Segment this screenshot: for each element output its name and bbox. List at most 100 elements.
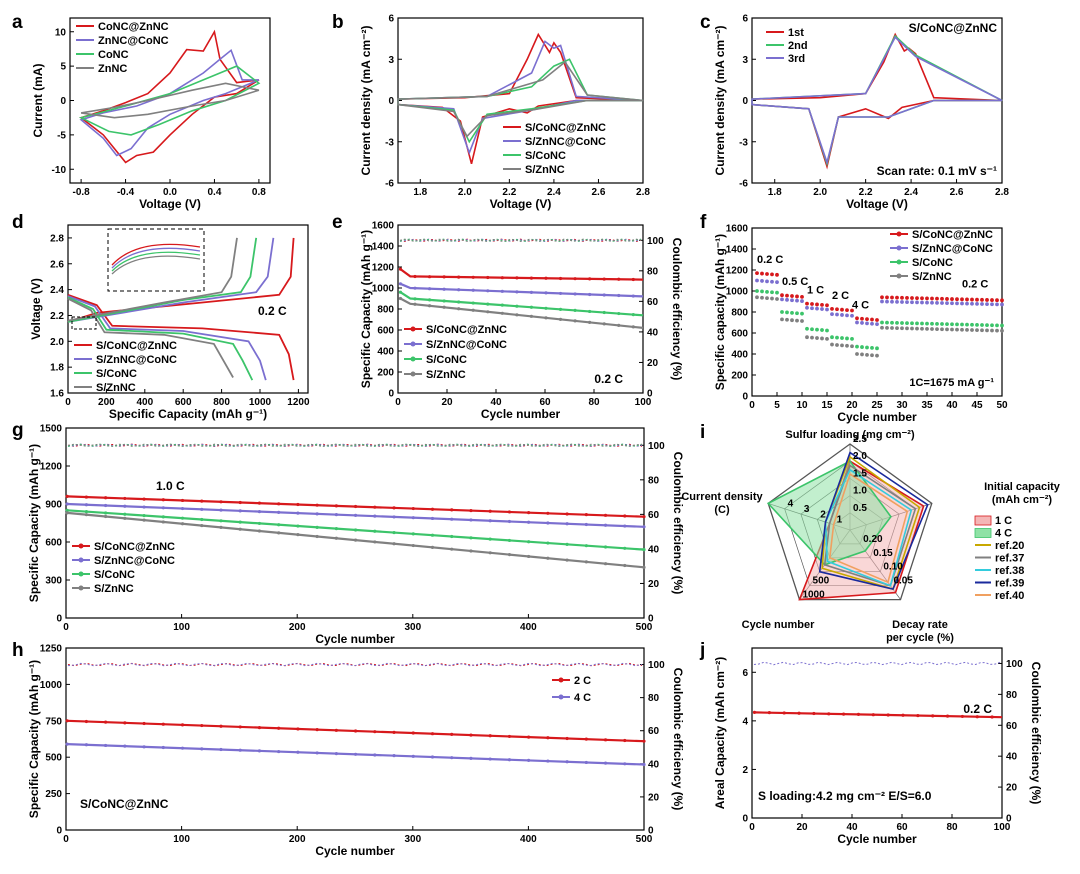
capacity-point <box>469 549 473 553</box>
legend-entry: CoNC@ZnNC <box>98 21 169 33</box>
capacity-point <box>219 525 223 529</box>
rate-point <box>890 299 894 304</box>
legend-entry: S/CoNC <box>96 368 137 380</box>
capacity-point <box>373 529 377 533</box>
y-axis-label: Areal Capacity (mAh cm⁻²) <box>713 657 727 809</box>
rate-point <box>810 302 814 306</box>
rate-point <box>840 307 844 312</box>
x-tick-label: 600 <box>175 397 192 408</box>
capacity-point <box>471 275 475 279</box>
capacity-point <box>104 496 108 500</box>
rate-point <box>940 296 944 301</box>
rate-point <box>760 295 764 300</box>
legend-entry: S/ZnNC <box>525 164 565 176</box>
rate-point <box>805 305 809 310</box>
legend-marker <box>410 356 416 362</box>
capacity-point <box>500 303 504 307</box>
x-tick-label: 15 <box>821 400 833 411</box>
y2-axis-label: Coulombic efficiency (%) <box>671 668 685 811</box>
capacity-point <box>450 547 454 551</box>
rate-point <box>905 326 909 331</box>
rate-point <box>785 293 789 298</box>
rate-point <box>915 326 919 331</box>
capacity-point <box>442 299 446 303</box>
cv-curve <box>751 35 1003 166</box>
rate-point <box>815 327 819 332</box>
y-tick-label: -6 <box>739 179 748 190</box>
panel-b: b 1.8 2.0 2.2 2.4 2.6 2.8 -6 -3 0 3 6 Voltage (V) Cur… <box>332 12 650 211</box>
legend-entry: S/CoNC <box>426 354 467 366</box>
capacity-point <box>797 711 801 715</box>
capacity-point <box>469 733 473 737</box>
capacity-point <box>123 496 127 501</box>
legend-entry: S/CoNC@ZnNC <box>912 229 993 241</box>
capacity-point <box>752 710 757 714</box>
legend-entry: S/ZnNC <box>912 271 952 283</box>
radar-axis-label-line: per cycle (%) <box>886 632 954 644</box>
capacity-point <box>430 545 435 549</box>
rate-point <box>855 320 859 325</box>
legend-marker <box>410 326 416 332</box>
capacity-point <box>430 507 435 511</box>
y-tick-label: 6 <box>388 14 394 25</box>
x-tick-label: 40 <box>490 397 502 408</box>
x-tick-label: -0.4 <box>117 187 135 198</box>
capacity-point <box>565 558 569 562</box>
rate-point <box>905 300 909 305</box>
capacity-point <box>353 538 358 542</box>
capacity-point <box>442 305 446 309</box>
rate-point <box>775 272 779 277</box>
capacity-point <box>238 509 242 513</box>
rate-label: 1.0 C <box>156 479 185 493</box>
radar-axis-label-line: Sulfur loading (mg cm⁻²) <box>785 429 915 441</box>
rate-point <box>890 295 894 300</box>
y-axis-label: Current (mA) <box>31 63 45 137</box>
legend-entry: S/CoNC@ZnNC <box>96 340 177 352</box>
capacity-point <box>623 738 627 743</box>
radar-tick-label: 2 <box>820 509 826 520</box>
legend-entry: S/ZnNC@CoNC <box>426 339 507 351</box>
capacity-point <box>277 726 281 730</box>
panel-label: j <box>699 640 705 661</box>
capacity-point <box>450 732 454 736</box>
capacity-point <box>142 745 146 749</box>
capacity-point <box>392 506 396 510</box>
y-tick-label: 0 <box>388 389 394 400</box>
rate-label: 1 C <box>807 285 824 297</box>
x-tick-label: 5 <box>774 400 780 411</box>
rate-point <box>950 297 954 301</box>
capacity-point <box>65 511 69 515</box>
capacity-point <box>161 515 165 519</box>
rate-point <box>830 335 834 340</box>
capacity-point <box>413 274 417 279</box>
capacity-point <box>296 533 300 537</box>
y-tick-label: -6 <box>385 179 394 190</box>
capacity-point <box>353 513 358 518</box>
x-tick-label: 200 <box>98 397 115 408</box>
capacity-point <box>565 542 569 546</box>
legend-entry: S/ZnNC@CoNC <box>94 555 175 567</box>
y2-tick-label: 80 <box>647 266 659 277</box>
capacity-point <box>488 551 492 555</box>
capacity-point <box>411 731 415 735</box>
rate-point <box>925 300 929 305</box>
rate-point <box>800 299 804 303</box>
rate-point <box>960 327 964 332</box>
capacity-point <box>565 512 569 516</box>
rate-point <box>770 272 774 277</box>
x-tick-label: 50 <box>996 400 1008 411</box>
rate-point <box>910 300 914 305</box>
rate-point <box>965 327 969 332</box>
radar-axis-label-line: Cycle number <box>742 619 815 631</box>
y-tick-label: 600 <box>45 538 62 549</box>
rate-point <box>900 326 904 331</box>
rate-point <box>975 322 979 327</box>
rate-point <box>935 321 939 326</box>
radar-series <box>818 451 929 591</box>
capacity-point <box>373 730 377 734</box>
capacity-point <box>527 735 531 739</box>
y-tick-label: 2.6 <box>50 259 64 270</box>
capacity-point <box>180 506 185 511</box>
rate-point <box>795 311 799 316</box>
capacity-point <box>65 494 69 498</box>
